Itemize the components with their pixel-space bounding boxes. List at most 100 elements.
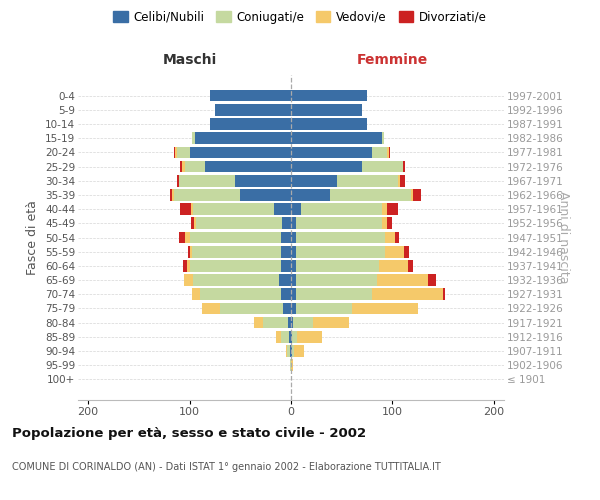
Bar <box>178 146 190 158</box>
Bar <box>292 345 294 357</box>
Bar <box>329 189 410 200</box>
Bar <box>194 132 291 144</box>
Bar <box>296 274 377 286</box>
Bar <box>291 331 292 342</box>
Bar <box>291 118 367 130</box>
Bar <box>294 345 304 357</box>
Bar <box>282 218 291 229</box>
Bar <box>301 204 382 215</box>
Bar <box>191 218 194 229</box>
Bar <box>398 175 400 186</box>
Bar <box>296 218 382 229</box>
Bar <box>287 345 290 357</box>
Bar <box>291 160 362 172</box>
Bar <box>362 160 403 172</box>
Bar <box>290 360 291 371</box>
Bar <box>194 218 196 229</box>
Bar <box>175 146 178 158</box>
Bar <box>185 274 193 286</box>
Bar <box>410 189 413 200</box>
Bar <box>296 260 379 272</box>
Bar <box>175 189 240 200</box>
Bar <box>185 160 205 172</box>
Bar <box>372 288 443 300</box>
Bar <box>172 189 175 200</box>
Bar <box>193 204 274 215</box>
Bar <box>443 288 445 300</box>
Y-axis label: Fasce di età: Fasce di età <box>26 200 40 275</box>
Bar <box>281 232 291 243</box>
Bar <box>196 218 282 229</box>
Bar <box>281 246 291 258</box>
Bar <box>291 302 296 314</box>
Bar <box>179 232 185 243</box>
Bar <box>178 175 179 186</box>
Text: Popolazione per età, sesso e stato civile - 2002: Popolazione per età, sesso e stato civil… <box>12 428 366 440</box>
Bar <box>291 90 367 102</box>
Bar <box>291 146 372 158</box>
Bar <box>428 274 436 286</box>
Bar <box>291 274 296 286</box>
Bar <box>289 331 291 342</box>
Bar <box>205 160 291 172</box>
Bar <box>220 302 283 314</box>
Bar <box>400 175 404 186</box>
Bar <box>191 246 281 258</box>
Bar <box>404 246 409 258</box>
Y-axis label: Anni di nascita: Anni di nascita <box>557 191 571 284</box>
Bar <box>379 260 407 272</box>
Bar <box>290 345 291 357</box>
Bar <box>190 246 191 258</box>
Bar <box>235 175 291 186</box>
Bar <box>291 218 296 229</box>
Bar <box>191 204 193 215</box>
Bar <box>388 218 392 229</box>
Bar <box>291 232 296 243</box>
Bar <box>279 274 291 286</box>
Bar <box>170 189 172 200</box>
Bar <box>179 175 235 186</box>
Bar <box>274 204 291 215</box>
Bar <box>240 189 291 200</box>
Text: COMUNE DI CORINALDO (AN) - Dati ISTAT 1° gennaio 2002 - Elaborazione TUTTITALIA.: COMUNE DI CORINALDO (AN) - Dati ISTAT 1°… <box>12 462 441 472</box>
Bar <box>291 345 292 357</box>
Bar <box>313 317 349 328</box>
Bar <box>281 288 291 300</box>
Bar <box>296 302 352 314</box>
Bar <box>372 146 388 158</box>
Bar <box>296 246 385 258</box>
Bar <box>337 175 398 186</box>
Bar <box>389 146 391 158</box>
Bar <box>291 104 362 116</box>
Bar <box>283 302 291 314</box>
Bar <box>210 118 291 130</box>
Bar <box>291 132 382 144</box>
Bar <box>352 302 418 314</box>
Bar <box>190 146 291 158</box>
Bar <box>181 160 182 172</box>
Bar <box>191 132 194 144</box>
Bar <box>291 204 301 215</box>
Bar <box>202 302 220 314</box>
Bar <box>187 260 190 272</box>
Bar <box>296 232 385 243</box>
Bar <box>184 260 187 272</box>
Bar <box>291 189 329 200</box>
Bar <box>385 232 395 243</box>
Bar <box>291 260 296 272</box>
Bar <box>413 189 421 200</box>
Legend: Celibi/Nubili, Coniugati/e, Vedovi/e, Divorziati/e: Celibi/Nubili, Coniugati/e, Vedovi/e, Di… <box>111 8 489 26</box>
Text: Maschi: Maschi <box>163 53 217 67</box>
Bar <box>182 160 185 172</box>
Bar <box>377 274 428 286</box>
Bar <box>388 204 398 215</box>
Bar <box>276 331 281 342</box>
Bar <box>288 317 291 328</box>
Bar <box>382 218 388 229</box>
Bar <box>293 317 313 328</box>
Bar <box>407 260 413 272</box>
Bar <box>190 260 281 272</box>
Bar <box>181 204 191 215</box>
Bar <box>291 175 337 186</box>
Bar <box>403 160 404 172</box>
